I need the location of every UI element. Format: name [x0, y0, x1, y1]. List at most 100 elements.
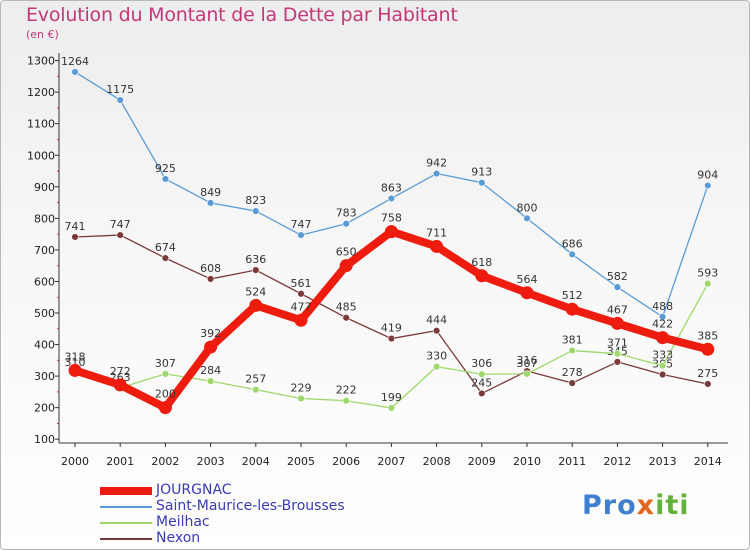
legend-swatch-meilhac	[100, 515, 152, 531]
data-point-jourgnac	[565, 302, 579, 316]
x-tick-label: 2008	[423, 455, 451, 468]
data-point-saint-maurice-les-brousses	[297, 231, 305, 239]
data-label-jourgnac: 467	[607, 303, 628, 316]
data-label-meilhac: 257	[245, 373, 266, 386]
y-tick-label: 700	[34, 244, 55, 257]
data-label-nexon: 741	[65, 220, 86, 233]
data-label-nexon: 419	[381, 322, 402, 335]
data-label-saint-maurice-les-brousses: 582	[607, 270, 628, 283]
data-point-jourgnac	[610, 316, 624, 330]
data-label-saint-maurice-les-brousses: 823	[245, 194, 266, 207]
data-label-saint-maurice-les-brousses: 925	[155, 162, 176, 175]
x-tick-label: 2005	[287, 455, 315, 468]
data-point-saint-maurice-les-brousses	[116, 96, 124, 104]
data-label-saint-maurice-les-brousses: 1264	[61, 55, 89, 68]
data-point-jourgnac	[384, 225, 398, 239]
data-label-jourgnac: 524	[245, 285, 266, 298]
data-label-nexon: 316	[517, 354, 538, 367]
chart-title: Evolution du Montant de la Dette par Hab…	[26, 4, 458, 26]
legend-swatch-jourgnac	[100, 483, 152, 499]
data-label-nexon: 636	[245, 253, 266, 266]
data-point-saint-maurice-les-brousses	[206, 199, 215, 207]
data-point-nexon	[342, 314, 350, 322]
data-point-saint-maurice-les-brousses	[704, 181, 712, 190]
x-tick-label: 2001	[106, 455, 134, 468]
logo-segment: Pro	[582, 490, 637, 521]
proxiti-logo: Proxiti	[582, 490, 690, 521]
data-label-nexon: 278	[562, 366, 583, 379]
y-tick-label: 800	[34, 212, 55, 225]
data-label-jourgnac: 618	[471, 256, 492, 269]
data-label-jourgnac: 272	[110, 365, 131, 378]
data-label-jourgnac: 711	[426, 226, 447, 239]
data-point-meilhac	[432, 362, 441, 371]
data-label-saint-maurice-les-brousses: 942	[426, 157, 447, 170]
data-point-meilhac	[161, 370, 170, 378]
data-point-meilhac	[252, 385, 260, 394]
legend-label-jourgnac: JOURGNAC	[156, 482, 232, 498]
x-tick-label: 2010	[513, 455, 541, 468]
x-tick-label: 2012	[603, 455, 631, 468]
data-point-saint-maurice-les-brousses	[658, 313, 667, 321]
data-point-jourgnac	[701, 342, 715, 356]
data-point-nexon	[116, 231, 124, 239]
legend-label-meilhac: Meilhac	[156, 514, 210, 530]
y-tick-label: 1200	[27, 86, 55, 99]
data-label-nexon: 747	[110, 218, 131, 231]
data-label-meilhac: 222	[336, 384, 357, 397]
data-point-nexon	[568, 379, 576, 387]
data-point-nexon	[478, 389, 486, 398]
y-tick-label: 300	[34, 370, 55, 383]
data-label-saint-maurice-les-brousses: 747	[291, 218, 312, 231]
data-label-meilhac: 307	[517, 357, 538, 370]
x-tick-label: 2007	[377, 455, 405, 468]
data-label-meilhac: 333	[652, 349, 673, 362]
data-point-nexon	[206, 275, 215, 283]
data-label-nexon: 485	[336, 301, 357, 314]
data-label-saint-maurice-les-brousses: 904	[697, 169, 718, 182]
data-point-nexon	[297, 290, 305, 298]
data-label-jourgnac: 200	[155, 388, 176, 401]
data-point-nexon	[387, 334, 396, 343]
legend-label-nexon: Nexon	[156, 530, 201, 546]
data-point-meilhac	[206, 377, 215, 385]
data-label-meilhac: 593	[697, 267, 718, 280]
data-point-jourgnac	[520, 286, 534, 300]
y-tick-label: 1100	[27, 118, 55, 131]
y-tick-label: 600	[34, 275, 55, 288]
data-point-meilhac	[613, 349, 622, 358]
data-label-nexon: 674	[155, 241, 176, 254]
y-tick-label: 900	[34, 181, 55, 194]
data-label-saint-maurice-les-brousses: 1175	[106, 83, 134, 96]
data-point-nexon	[161, 254, 170, 262]
legend-label-saint-maurice-les-brousses: Saint-Maurice-les-Brousses	[156, 498, 345, 514]
data-point-meilhac	[704, 279, 712, 288]
x-tick-label: 2006	[332, 455, 360, 468]
x-tick-label: 2009	[468, 455, 496, 468]
data-point-saint-maurice-les-brousses	[387, 194, 396, 203]
data-label-nexon: 561	[291, 277, 312, 290]
data-point-jourgnac	[430, 239, 444, 253]
data-point-nexon	[252, 266, 260, 274]
data-point-meilhac	[523, 370, 531, 378]
x-tick-label: 2004	[242, 455, 270, 468]
data-point-jourgnac	[475, 269, 489, 283]
data-label-saint-maurice-les-brousses: 863	[381, 181, 402, 194]
data-label-meilhac: 199	[381, 391, 402, 404]
data-label-meilhac: 371	[607, 337, 628, 350]
data-point-jourgnac	[294, 313, 308, 327]
logo-segment: x	[636, 490, 656, 521]
data-label-saint-maurice-les-brousses: 783	[336, 207, 357, 220]
data-label-saint-maurice-les-brousses: 800	[517, 201, 538, 214]
data-point-jourgnac	[656, 331, 670, 345]
data-point-jourgnac	[68, 363, 82, 377]
data-label-jourgnac: 512	[562, 289, 583, 302]
data-label-meilhac: 306	[471, 357, 492, 370]
logo-segment: i	[655, 490, 666, 521]
data-point-saint-maurice-les-brousses	[71, 68, 79, 76]
x-tick-label: 2013	[649, 455, 677, 468]
data-label-jourgnac: 758	[381, 212, 402, 225]
data-point-jourgnac	[158, 401, 172, 415]
data-point-nexon	[613, 358, 622, 366]
